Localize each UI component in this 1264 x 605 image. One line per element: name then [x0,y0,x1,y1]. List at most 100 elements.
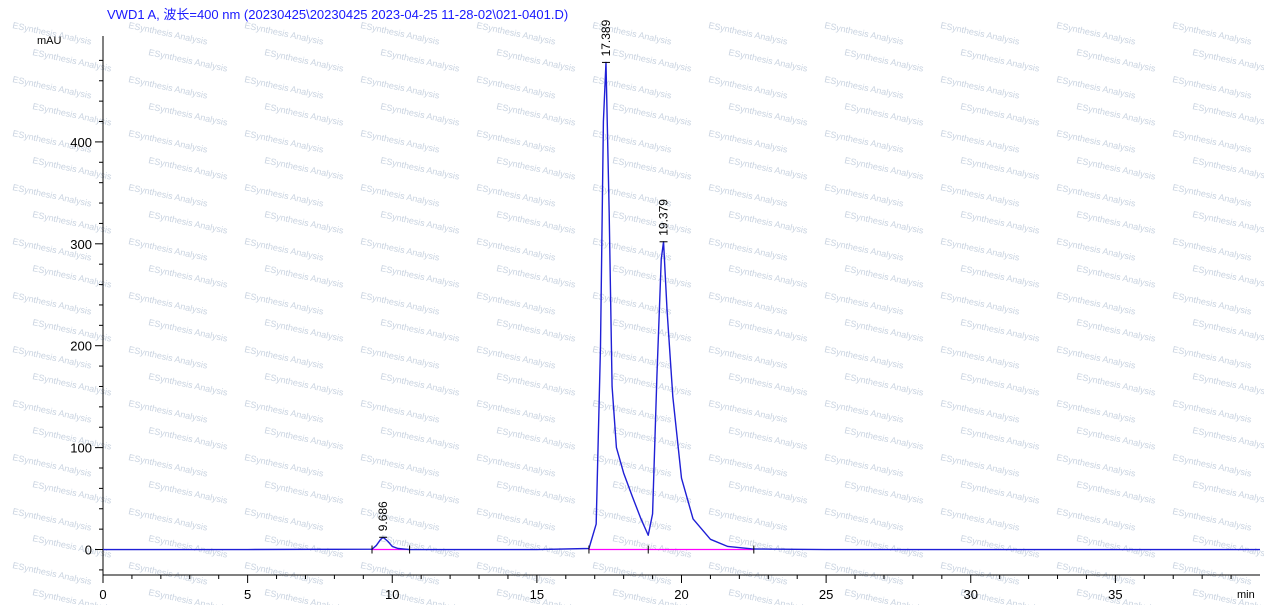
watermark-text: ESynthesis Analysis [1076,317,1157,344]
watermark-text: ESynthesis Analysis [264,209,345,236]
watermark-text: ESynthesis Analysis [244,506,325,533]
watermark-text: ESynthesis Analysis [32,209,113,236]
watermark-text: ESynthesis Analysis [360,20,441,47]
watermark-text: ESynthesis Analysis [960,155,1041,182]
watermark-text: ESynthesis Analysis [1076,209,1157,236]
watermark-text: ESynthesis Analysis [496,155,577,182]
watermark-text: ESynthesis Analysis [612,263,693,290]
watermark-text: ESynthesis Analysis [940,398,1021,425]
watermark-text: ESynthesis Analysis [940,506,1021,533]
watermark-text: ESynthesis Analysis [824,290,905,317]
watermark-text: ESynthesis Analysis [1192,479,1264,506]
watermark-text: ESynthesis Analysis [476,236,557,263]
watermark-text: ESynthesis Analysis [12,290,93,317]
watermark-text: ESynthesis Analysis [1076,155,1157,182]
watermark-text: ESynthesis Analysis [496,425,577,452]
watermark-text: ESynthesis Analysis [264,587,345,605]
watermark-text: ESynthesis Analysis [728,317,809,344]
watermark-text: ESynthesis Analysis [960,533,1041,560]
watermark-text: ESynthesis Analysis [360,128,441,155]
x-tick-label: 20 [674,587,688,602]
watermark-text: ESynthesis Analysis [380,47,461,74]
watermark-text: ESynthesis Analysis [476,560,557,587]
watermark-text: ESynthesis Analysis [380,425,461,452]
watermark-text: ESynthesis Analysis [496,263,577,290]
watermark-text: ESynthesis Analysis [728,533,809,560]
watermark-text: ESynthesis Analysis [844,263,925,290]
watermark-text: ESynthesis Analysis [148,425,229,452]
watermark-text: ESynthesis Analysis [940,290,1021,317]
watermark-text: ESynthesis Analysis [728,371,809,398]
peak-label: 9.686 [376,501,390,531]
watermark-text: ESynthesis Analysis [148,371,229,398]
watermark-text: ESynthesis Analysis [496,101,577,128]
watermark-text: ESynthesis Analysis [612,209,693,236]
watermark-text: ESynthesis Analysis [1172,560,1253,587]
watermark-text: ESynthesis Analysis [244,398,325,425]
watermark-text: ESynthesis Analysis [708,344,789,371]
watermark-text: ESynthesis Analysis [940,128,1021,155]
watermark-text: ESynthesis Analysis [1056,128,1137,155]
watermark-text: ESynthesis Analysis [844,209,925,236]
watermark-text: ESynthesis Analysis [360,344,441,371]
watermark-text: ESynthesis Analysis [960,479,1041,506]
watermark-text: ESynthesis Analysis [960,209,1041,236]
watermark-text: ESynthesis Analysis [1192,47,1264,74]
watermark-text: ESynthesis Analysis [360,452,441,479]
watermark-text: ESynthesis Analysis [940,560,1021,587]
watermark-text: ESynthesis Analysis [940,452,1021,479]
watermark-text: ESynthesis Analysis [824,20,905,47]
watermark-text: ESynthesis Analysis [708,560,789,587]
watermark-text: ESynthesis Analysis [1192,371,1264,398]
watermark-text: ESynthesis Analysis [728,587,809,605]
x-tick-label: 30 [964,587,978,602]
watermark-text: ESynthesis Analysis [1192,263,1264,290]
watermark-text: ESynthesis Analysis [496,479,577,506]
watermark-text: ESynthesis Analysis [592,398,673,425]
watermark-text: ESynthesis Analysis [1056,506,1137,533]
watermark-text: ESynthesis Analysis [708,398,789,425]
watermark-text: ESynthesis Analysis [1076,425,1157,452]
watermark-text: ESynthesis Analysis [148,155,229,182]
watermark-text: ESynthesis Analysis [940,74,1021,101]
watermark-text: ESynthesis Analysis [708,182,789,209]
watermark-text: ESynthesis Analysis [960,101,1041,128]
watermark-text: ESynthesis Analysis [244,452,325,479]
watermark-text: ESynthesis Analysis [612,371,693,398]
watermark-text: ESynthesis Analysis [148,587,229,605]
watermark-text: ESynthesis Analysis [728,155,809,182]
watermark-text: ESynthesis Analysis [1172,182,1253,209]
watermark-text: ESynthesis Analysis [264,101,345,128]
watermark-text: ESynthesis Analysis [824,236,905,263]
watermark-text: ESynthesis Analysis [12,452,93,479]
watermark-text: ESynthesis Analysis [32,533,113,560]
watermark-text: ESynthesis Analysis [1076,533,1157,560]
watermark-text: ESynthesis Analysis [708,290,789,317]
watermark-text: ESynthesis Analysis [128,236,209,263]
peak-labels: 9.686 17.389 19.379 [376,19,671,538]
watermark-text: ESynthesis Analysis [32,479,113,506]
watermark-text: ESynthesis Analysis [264,479,345,506]
watermark-text: ESynthesis Analysis [1056,398,1137,425]
watermark-text: ESynthesis Analysis [360,506,441,533]
watermark-text: ESynthesis Analysis [592,344,673,371]
watermark-text: ESynthesis Analysis [148,47,229,74]
watermark-text: ESynthesis Analysis [824,344,905,371]
watermark-text: ESynthesis Analysis [1056,290,1137,317]
watermark-text: ESynthesis Analysis [1172,20,1253,47]
watermark-text: ESynthesis Analysis [1172,452,1253,479]
watermark-text: ESynthesis Analysis [476,344,557,371]
watermark-text: ESynthesis Analysis [12,506,93,533]
watermark-text: ESynthesis Analysis [1172,128,1253,155]
watermark-text: ESynthesis Analysis [1192,101,1264,128]
watermark-text: ESynthesis Analysis [824,452,905,479]
watermark-text: ESynthesis Analysis [360,74,441,101]
watermark-text: ESynthesis Analysis [728,101,809,128]
watermark-text: ESynthesis Analysis [1172,344,1253,371]
watermark-text: ESynthesis Analysis [844,425,925,452]
watermark-text: ESynthesis Analysis [12,398,93,425]
watermark-text: ESynthesis Analysis [940,20,1021,47]
watermark-text: ESynthesis Analysis [728,209,809,236]
watermark-text: ESynthesis Analysis [960,371,1041,398]
watermark-text: ESynthesis Analysis [496,533,577,560]
